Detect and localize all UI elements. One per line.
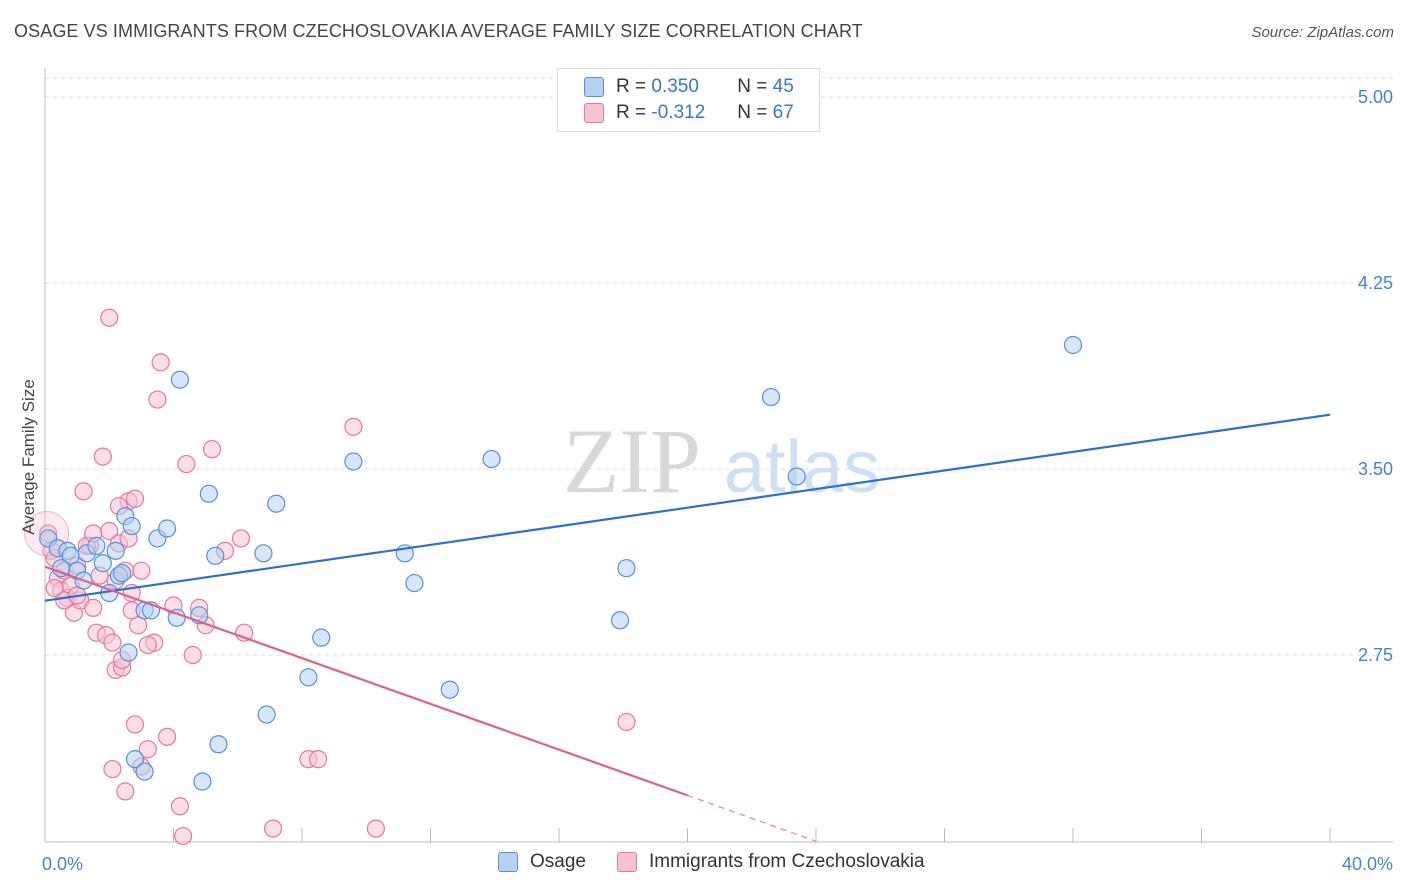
y-tick-label: 4.25 [1358,273,1393,293]
czech-point [138,635,157,655]
czech-point [344,417,363,436]
czech-point [100,308,119,327]
osage-point [344,452,363,471]
legend-row-osage: R = 0.350 N = 45 [584,74,794,100]
czech-point [170,797,190,816]
osage-point [170,370,190,389]
grid-lines [45,77,1393,656]
legend-swatch-czech [584,103,604,123]
czech-point [177,454,196,474]
osage-point [761,387,781,407]
osage-point [312,628,331,647]
czech-point [617,712,636,732]
legend-n-label: N = [737,102,768,123]
osage-point [106,541,125,560]
czech-point [116,782,135,801]
osage-point [206,546,225,565]
y-axis-label: Average Family Size [19,379,38,535]
czech-point [125,715,145,734]
osage-point [51,559,71,578]
trend-lines [44,413,1331,842]
correlation-legend: R = 0.350 N = 45 R = -0.312 N = 67 [557,68,820,132]
czech-trend-line [44,565,688,797]
osage-point [209,735,228,754]
osage-point [112,564,132,583]
czech-point [231,529,251,548]
osage-point [617,559,636,578]
czech-point [148,390,167,409]
watermark-zip: ZIP [563,410,701,512]
osage-point [122,516,141,536]
czech-point [183,645,202,665]
y-tick-labels: 5.00 4.25 3.50 2.75 [1358,87,1393,665]
y-tick-label: 5.00 [1358,87,1393,107]
osage-point [405,573,424,593]
axes [44,68,1393,843]
osage-points [39,335,1083,791]
osage-point [787,467,806,486]
osage-point [482,449,501,469]
legend-n-value: 45 [772,76,794,97]
czech-trend-extension [687,794,817,842]
czech-point [103,633,122,652]
osage-point [267,494,286,513]
czech-point [263,819,283,838]
legend-r-label: R = [616,102,647,123]
source-label: Source: ZipAtlas.com [1251,24,1394,41]
osage-point [199,484,218,503]
czech-point [125,489,145,508]
watermark-atlas: atlas [724,425,880,508]
y-tick-label: 3.50 [1358,459,1393,479]
czech-point [151,353,170,372]
x-tick-min: 0.0% [42,854,83,874]
x-tick-max: 40.0% [1342,854,1393,874]
legend-r-value: -0.312 [651,102,706,123]
legend-n-value: 67 [772,102,794,123]
osage-point [93,554,112,573]
legend-row-czech: R = -0.312 N = 67 [584,100,794,126]
legend-label-czech: Immigrants from Czechoslovakia [649,851,925,872]
legend-label-osage: Osage [530,851,586,872]
czech-point [202,440,222,459]
osage-point [135,762,154,781]
czech-point [174,826,193,846]
osage-point [167,608,186,627]
osage-point [125,750,145,769]
czech-point [366,819,385,838]
czech-swatch [617,852,637,872]
legend-item-czech[interactable]: Immigrants from Czechoslovakia [617,851,925,873]
osage-point [254,544,273,563]
czech-point [157,727,177,746]
osage-point [1063,335,1083,355]
osage-swatch [498,852,518,872]
czech-point [45,578,64,598]
czech-point [138,740,157,759]
osage-point [610,611,630,630]
watermark: ZIP atlas [563,410,880,512]
czech-point [93,447,112,466]
osage-point [157,519,177,538]
series-legend: Osage Immigrants from Czechoslovakia [0,851,1406,877]
legend-n-label: N = [737,76,768,97]
legend-item-osage[interactable]: Osage [498,851,586,873]
legend-r-value: 0.350 [651,76,699,97]
legend-swatch-osage [584,77,604,97]
osage-point [119,643,138,662]
czech-point [103,759,122,779]
legend-r-label: R = [616,76,647,97]
osage-trend-line [44,413,1331,602]
osage-point [440,680,459,699]
chart-title: OSAGE VS IMMIGRANTS FROM CZECHOSLOVAKIA … [14,21,863,41]
osage-point [193,772,212,791]
y-tick-label: 2.75 [1358,645,1393,665]
osage-point [87,536,106,555]
osage-point [299,668,318,687]
czech-point [84,598,103,617]
czech-point [132,561,151,580]
czech-point [74,482,93,501]
czech-point [308,750,328,769]
osage-point [257,705,276,724]
